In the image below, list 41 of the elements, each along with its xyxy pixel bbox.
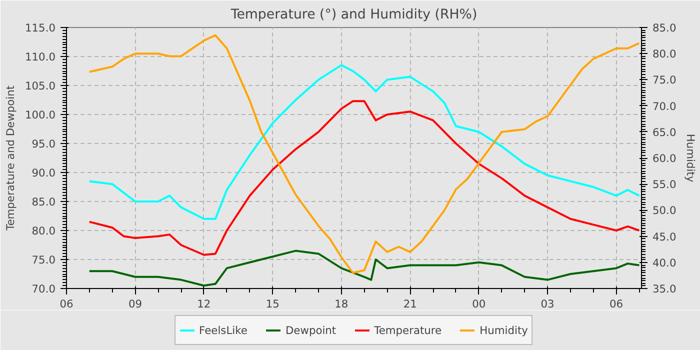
x-tick-label: 00 — [472, 298, 486, 310]
y-tick-label: 80.0 — [32, 224, 56, 238]
x-tick-label: 06 — [60, 298, 74, 310]
legend-label: Humidity — [480, 324, 528, 336]
y2-tick-label: 40.0 — [652, 256, 676, 270]
y-tick-label: 75.0 — [32, 254, 56, 266]
y-tick-label: 85.0 — [32, 196, 56, 208]
y-tick-label: 105.0 — [24, 80, 56, 92]
x-tick-label: 06 — [610, 298, 624, 310]
x-tick-label: 09 — [128, 298, 142, 310]
line-series — [88, 64, 640, 220]
y2-axis-title: Humidity — [684, 134, 698, 182]
y2-tick-label: 50.0 — [652, 204, 676, 218]
y2-tick-label: 75.0 — [652, 74, 676, 87]
y-axis-title: Temperature and Dewpoint — [4, 86, 17, 232]
y-tick-label: 95.0 — [32, 138, 56, 150]
line-series — [88, 250, 640, 287]
legend-label: FeelsLike — [199, 324, 248, 336]
x-tick-label: 03 — [540, 298, 554, 310]
y2-tick-label: 45.0 — [652, 230, 676, 244]
x-tick-label: 15 — [266, 298, 280, 310]
y-tick-label: 100.0 — [24, 108, 56, 122]
x-tick-label: 21 — [403, 298, 417, 310]
y2-tick-label: 35.0 — [652, 282, 676, 296]
line-series — [88, 34, 640, 274]
x-tick-label: 18 — [334, 298, 348, 310]
legend-label: Temperature — [374, 324, 442, 336]
y-tick-label: 70.0 — [32, 282, 56, 296]
y2-tick-label: 85.0 — [652, 22, 676, 34]
y-tick-label: 110.0 — [24, 50, 56, 64]
x-tick-label: 12 — [197, 298, 211, 310]
chart-title: Temperature (°) and Humidity (RH%) — [230, 8, 478, 22]
y2-tick-label: 80.0 — [652, 48, 676, 61]
y2-tick-label: 70.0 — [652, 100, 676, 113]
legend-label: Dewpoint — [285, 324, 336, 336]
y2-tick-label: 65.0 — [652, 126, 676, 139]
y-tick-label: 115.0 — [24, 22, 56, 34]
y2-tick-label: 55.0 — [652, 178, 676, 192]
line-series — [88, 100, 640, 256]
y-tick-label: 90.0 — [32, 166, 56, 180]
y2-tick-label: 60.0 — [652, 152, 676, 165]
